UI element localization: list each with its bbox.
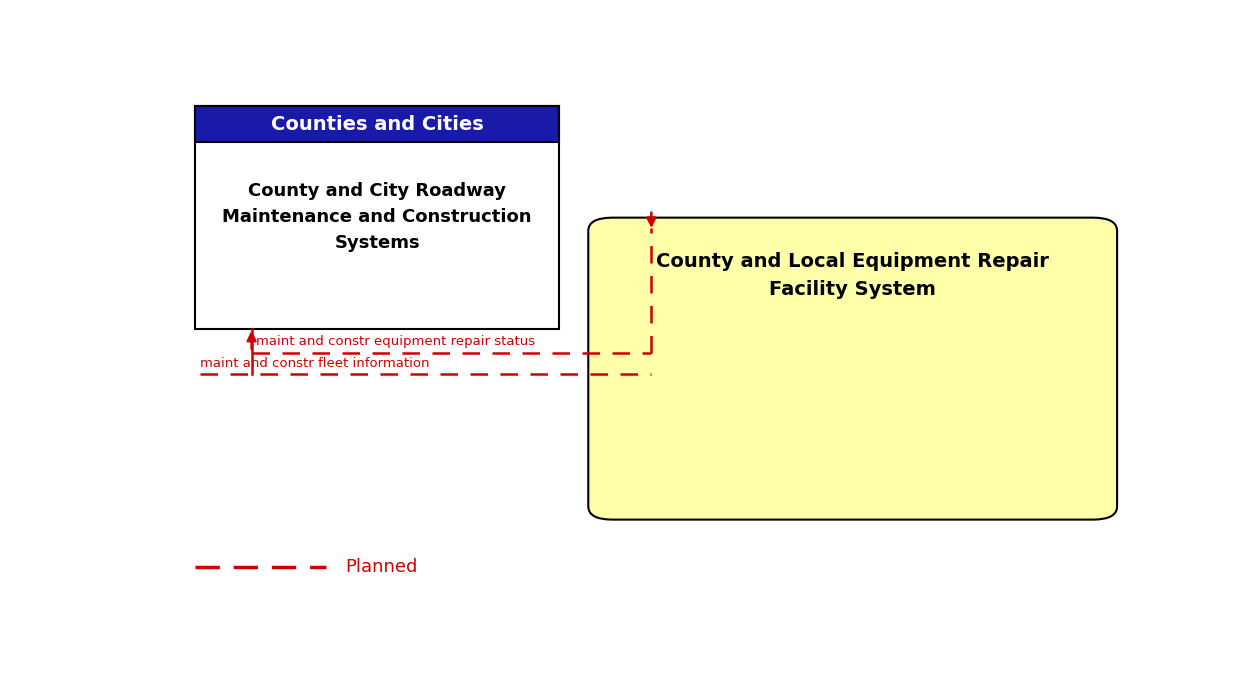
Text: County and Local Equipment Repair
Facility System: County and Local Equipment Repair Facili… [656, 252, 1049, 299]
Text: Counties and Cities: Counties and Cities [270, 115, 483, 134]
Text: Planned: Planned [346, 558, 418, 577]
Text: County and City Roadway
Maintenance and Construction
Systems: County and City Roadway Maintenance and … [223, 182, 532, 252]
FancyBboxPatch shape [195, 107, 560, 329]
Text: maint and constr fleet information: maint and constr fleet information [200, 356, 429, 369]
FancyBboxPatch shape [195, 107, 560, 142]
FancyBboxPatch shape [588, 217, 1117, 519]
Text: maint and constr equipment repair status: maint and constr equipment repair status [257, 336, 536, 349]
